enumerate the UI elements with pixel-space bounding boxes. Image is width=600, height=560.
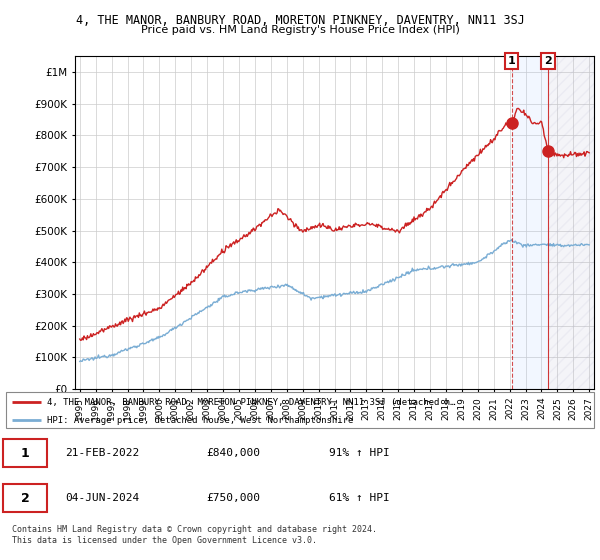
- Text: 04-JUN-2024: 04-JUN-2024: [65, 493, 139, 503]
- Text: 91% ↑ HPI: 91% ↑ HPI: [329, 448, 390, 458]
- Text: 2: 2: [544, 56, 552, 66]
- Text: 2: 2: [21, 492, 29, 505]
- Bar: [548, 56, 600, 389]
- Bar: [512, 56, 548, 389]
- Text: HPI: Average price, detached house, West Northamptonshire: HPI: Average price, detached house, West…: [47, 416, 353, 425]
- Text: Price paid vs. HM Land Registry's House Price Index (HPI): Price paid vs. HM Land Registry's House …: [140, 25, 460, 35]
- Text: Contains HM Land Registry data © Crown copyright and database right 2024.
This d: Contains HM Land Registry data © Crown c…: [12, 525, 377, 545]
- Text: 21-FEB-2022: 21-FEB-2022: [65, 448, 139, 458]
- Text: 1: 1: [508, 56, 515, 66]
- Text: 61% ↑ HPI: 61% ↑ HPI: [329, 493, 390, 503]
- Text: 4, THE MANOR, BANBURY ROAD, MORETON PINKNEY, DAVENTRY, NN11 3SJ (detached h…: 4, THE MANOR, BANBURY ROAD, MORETON PINK…: [47, 398, 455, 407]
- FancyBboxPatch shape: [3, 439, 47, 467]
- FancyBboxPatch shape: [3, 484, 47, 512]
- Text: £750,000: £750,000: [206, 493, 260, 503]
- Text: 1: 1: [21, 446, 29, 460]
- Text: £840,000: £840,000: [206, 448, 260, 458]
- Text: 4, THE MANOR, BANBURY ROAD, MORETON PINKNEY, DAVENTRY, NN11 3SJ: 4, THE MANOR, BANBURY ROAD, MORETON PINK…: [76, 14, 524, 27]
